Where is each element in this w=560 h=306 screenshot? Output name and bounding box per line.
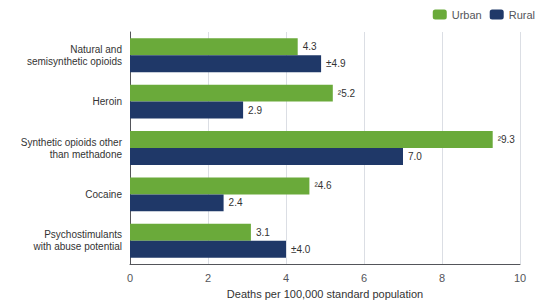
svg-text:Synthetic opioids other: Synthetic opioids other (21, 137, 123, 148)
svg-text:than methadone: than methadone (50, 149, 123, 160)
svg-text:Urban: Urban (452, 9, 482, 21)
svg-text:±4.0: ±4.0 (291, 244, 311, 255)
svg-text:Rural: Rural (509, 9, 535, 21)
svg-text:with abuse potential: with abuse potential (33, 241, 122, 252)
svg-text:²4.6: ²4.6 (314, 180, 332, 191)
svg-text:Heroin: Heroin (93, 96, 122, 107)
svg-text:²9.3: ²9.3 (498, 134, 516, 145)
svg-text:Natural and: Natural and (70, 44, 122, 55)
svg-text:7.0: 7.0 (408, 151, 422, 162)
svg-text:2: 2 (205, 272, 211, 284)
svg-text:±4.9: ±4.9 (326, 58, 346, 69)
svg-text:4: 4 (283, 272, 289, 284)
svg-text:2.9: 2.9 (248, 105, 262, 116)
svg-text:Psychostimulants: Psychostimulants (44, 229, 122, 240)
svg-text:Cocaine: Cocaine (85, 189, 122, 200)
svg-text:0: 0 (127, 272, 133, 284)
svg-text:Deaths per 100,000 standard po: Deaths per 100,000 standard population (227, 288, 423, 300)
svg-text:6: 6 (361, 272, 367, 284)
svg-text:3.1: 3.1 (256, 227, 270, 238)
svg-text:4.3: 4.3 (303, 41, 317, 52)
svg-text:²5.2: ²5.2 (338, 88, 356, 99)
svg-text:8: 8 (439, 272, 445, 284)
svg-text:semisynthetic opioids: semisynthetic opioids (27, 56, 122, 67)
svg-text:2.4: 2.4 (229, 197, 243, 208)
svg-text:10: 10 (514, 272, 526, 284)
